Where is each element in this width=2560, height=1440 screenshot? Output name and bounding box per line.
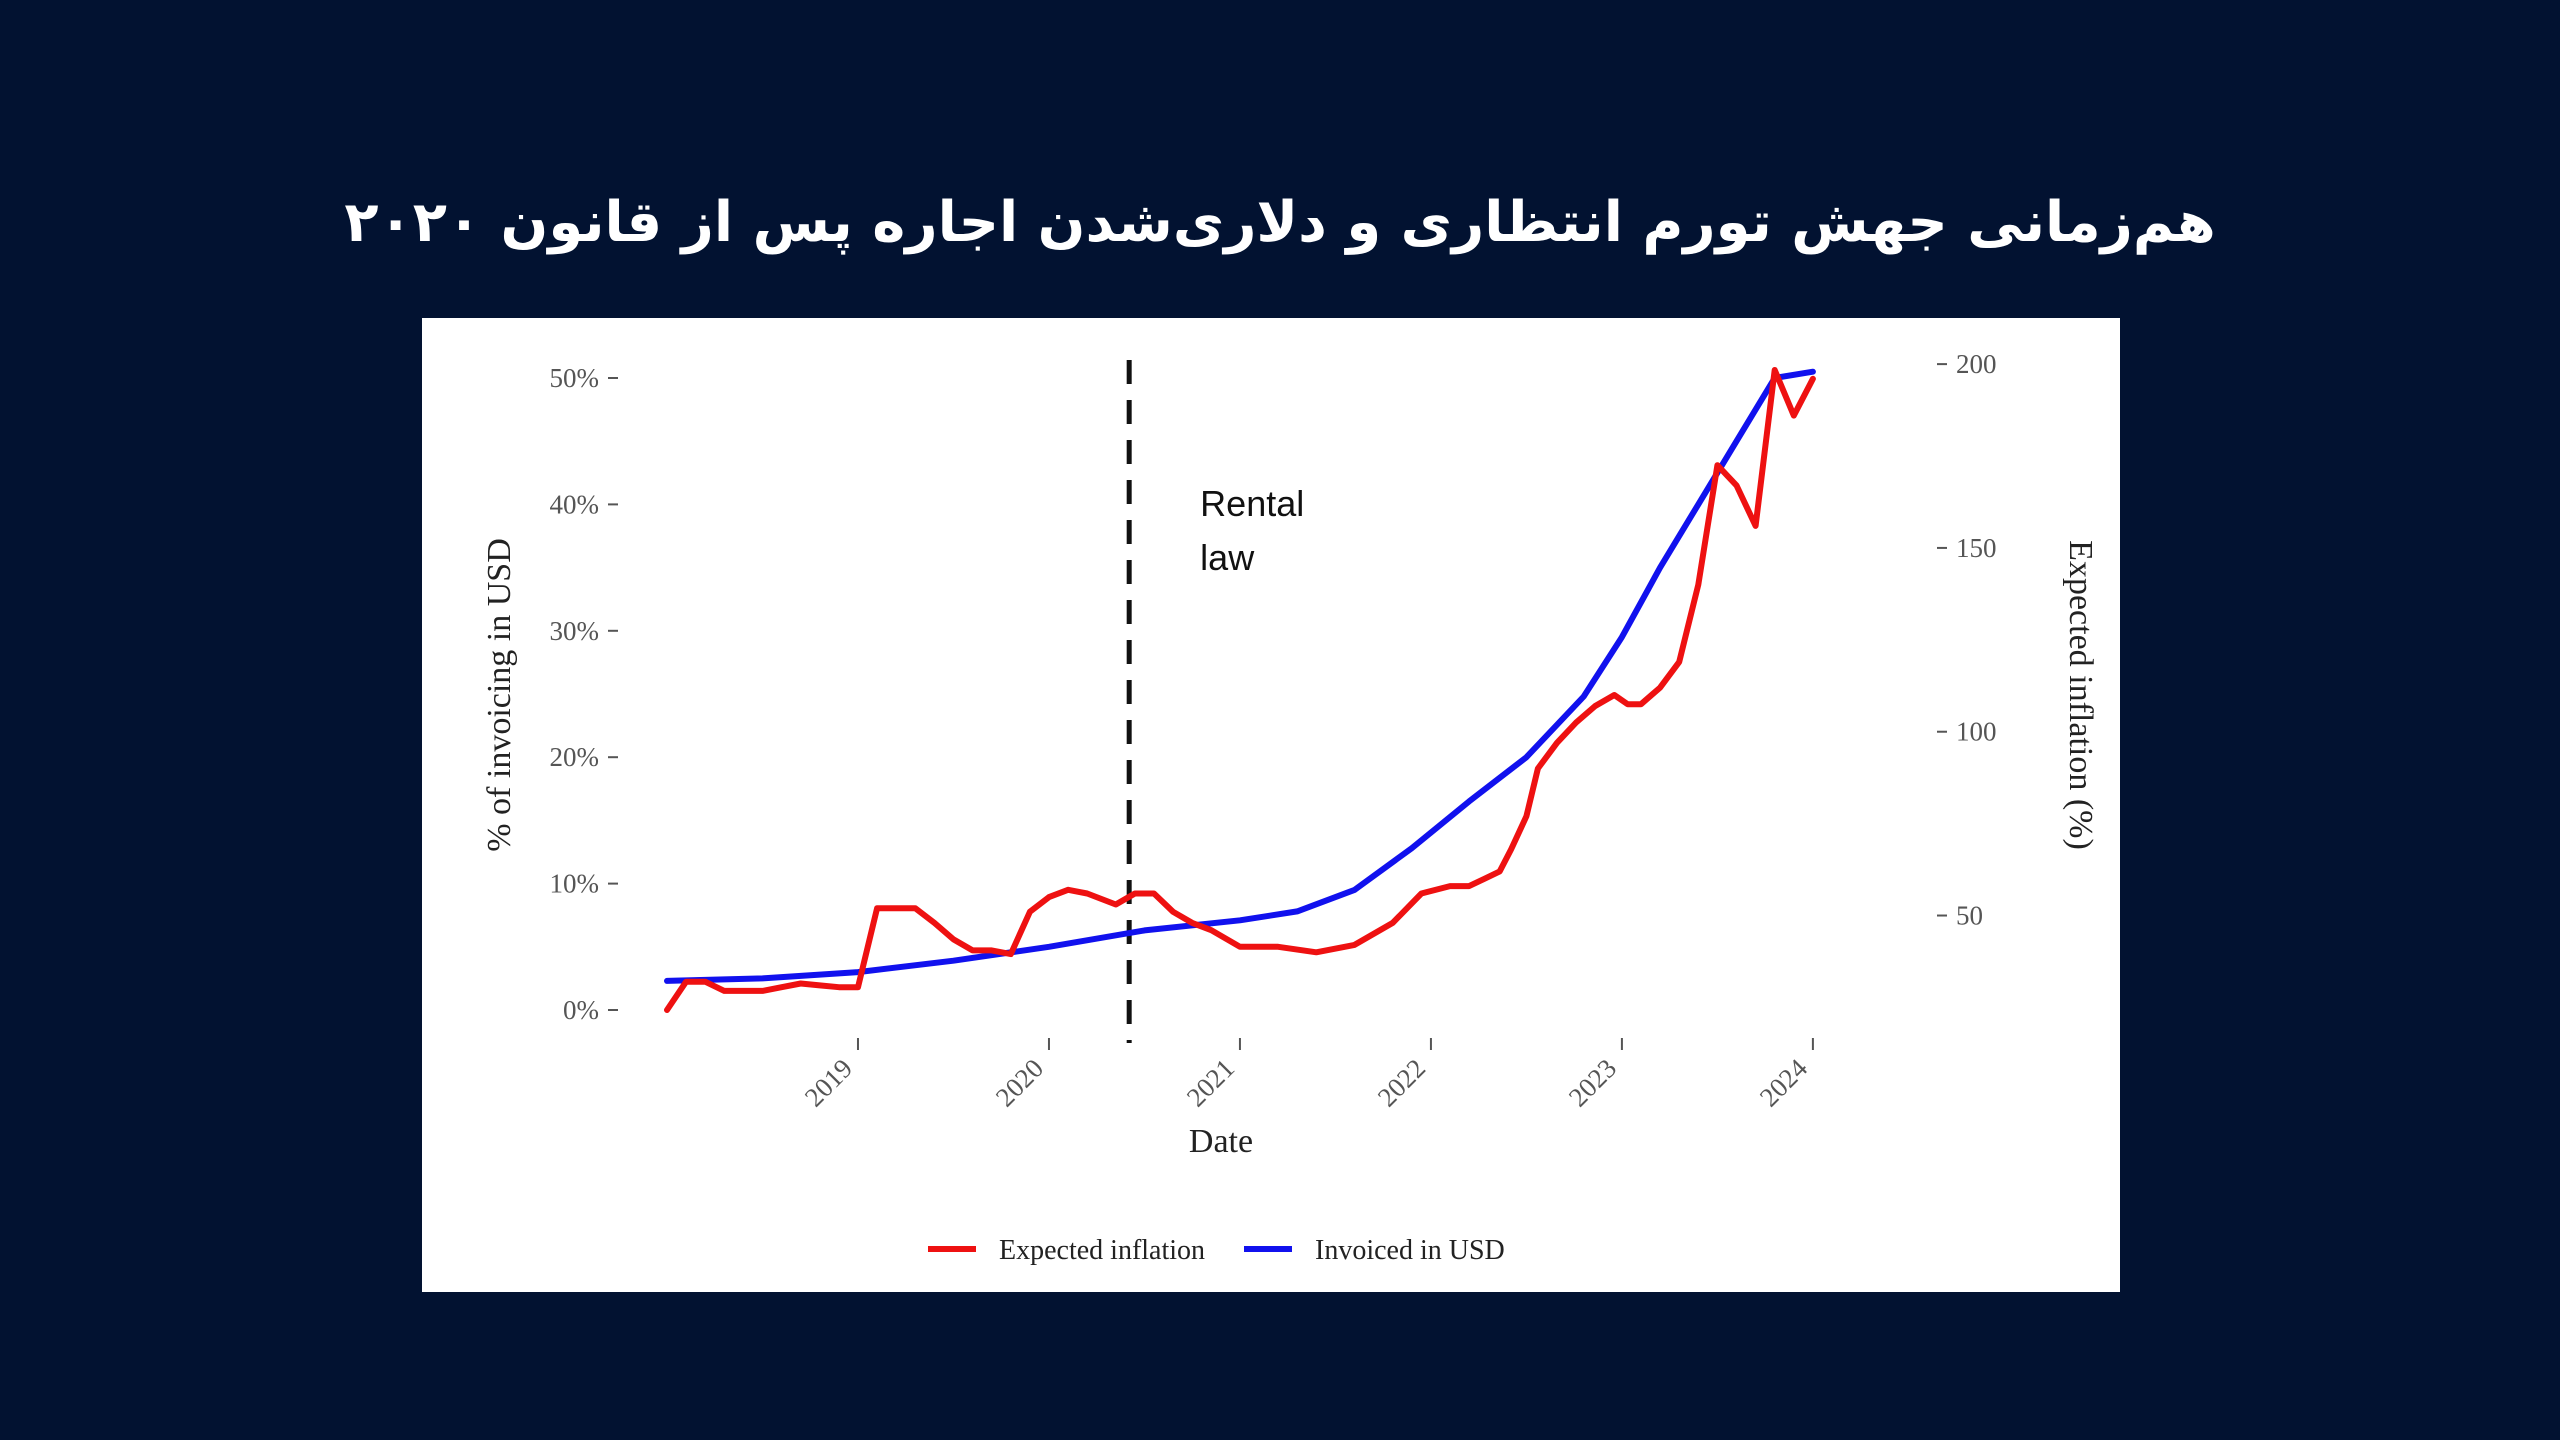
legend: Expected inflation Invoiced in USD bbox=[928, 1235, 1505, 1266]
left-tick-label: 40% bbox=[550, 489, 600, 519]
x-axis: 2019 2020 2021 2022 2023 2024 bbox=[799, 1038, 1814, 1112]
right-axis-title: Expected inflation (%) bbox=[2062, 540, 2099, 850]
right-tick-label: 150 bbox=[1956, 533, 1997, 563]
legend-label-expected-inflation: Expected inflation bbox=[999, 1235, 1205, 1266]
left-tick-label: 10% bbox=[550, 869, 600, 899]
x-tick-label: 2024 bbox=[1754, 1053, 1814, 1113]
x-tick-label: 2020 bbox=[990, 1053, 1049, 1112]
page-title: هم‌زمانی جهش تورم انتظاری و دلاری‌شدن اج… bbox=[344, 190, 2216, 255]
right-tick-label: 200 bbox=[1956, 349, 1997, 379]
left-axis: 0% 10% 20% 30% 40% 50% bbox=[550, 363, 618, 1025]
x-tick-label: 2019 bbox=[799, 1053, 858, 1112]
right-tick-label: 50 bbox=[1956, 901, 1983, 931]
left-axis-title: % of invoicing in USD bbox=[481, 538, 518, 852]
legend-label-invoiced-usd: Invoiced in USD bbox=[1315, 1235, 1505, 1266]
right-tick-label: 100 bbox=[1956, 717, 1997, 747]
series-line-expected-inflation bbox=[664, 367, 1816, 1013]
left-tick-label: 30% bbox=[550, 616, 600, 646]
left-tick-label: 50% bbox=[550, 363, 600, 393]
right-axis: 50 100 150 200 bbox=[1937, 349, 1997, 931]
left-tick-label: 20% bbox=[550, 742, 600, 772]
rental-law-label-line2: law bbox=[1200, 537, 1255, 578]
rental-law-label-line1: Rental bbox=[1200, 483, 1304, 524]
series-line-invoiced-usd bbox=[664, 368, 1816, 984]
left-tick-label: 0% bbox=[563, 995, 599, 1025]
x-tick-label: 2021 bbox=[1181, 1053, 1240, 1112]
x-tick-label: 2023 bbox=[1563, 1053, 1622, 1112]
x-axis-title: Date bbox=[1189, 1123, 1253, 1160]
x-tick-label: 2022 bbox=[1372, 1053, 1431, 1112]
chart-panel: 0% 10% 20% 30% 40% 50% 50 100 150 200 2019 2020 20… bbox=[422, 318, 2120, 1292]
